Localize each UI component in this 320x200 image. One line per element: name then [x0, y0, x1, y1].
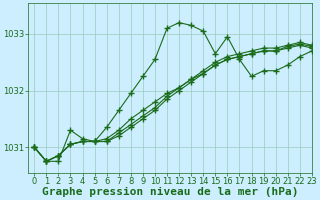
X-axis label: Graphe pression niveau de la mer (hPa): Graphe pression niveau de la mer (hPa) — [42, 187, 298, 197]
